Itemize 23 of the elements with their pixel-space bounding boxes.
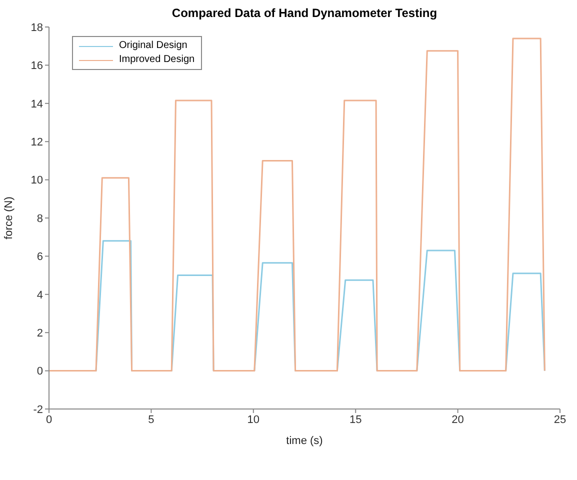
y-tick-label: 4 (36, 289, 43, 302)
x-tick-label: 0 (46, 414, 52, 426)
y-axis-title: force (N) (2, 196, 15, 240)
y-tick-label: 14 (30, 98, 43, 110)
x-tick-label: 15 (349, 414, 362, 426)
x-axis-title: time (s) (286, 435, 323, 447)
x-tick-label: 5 (148, 414, 154, 426)
chart-title: Compared Data of Hand Dynamometer Testing (170, 6, 438, 20)
x-tick-label: 20 (452, 414, 464, 426)
legend-label: Improved Design (119, 53, 195, 67)
y-tick-label: 8 (36, 212, 43, 225)
x-tick-label: 10 (247, 414, 260, 426)
y-tick-label: 6 (36, 251, 43, 264)
y-tick-label: 10 (30, 174, 43, 187)
x-tick-label: 25 (554, 414, 566, 426)
y-tick-label: 2 (36, 328, 43, 340)
y-tick-label: -2 (33, 404, 43, 416)
y-tick-label: 16 (30, 60, 43, 72)
line-series (49, 38, 546, 372)
legend-label: Original Design (119, 39, 188, 53)
y-tick-label: 18 (30, 22, 43, 34)
y-tick-label: 0 (36, 366, 43, 378)
y-tick-label: 12 (30, 136, 43, 149)
